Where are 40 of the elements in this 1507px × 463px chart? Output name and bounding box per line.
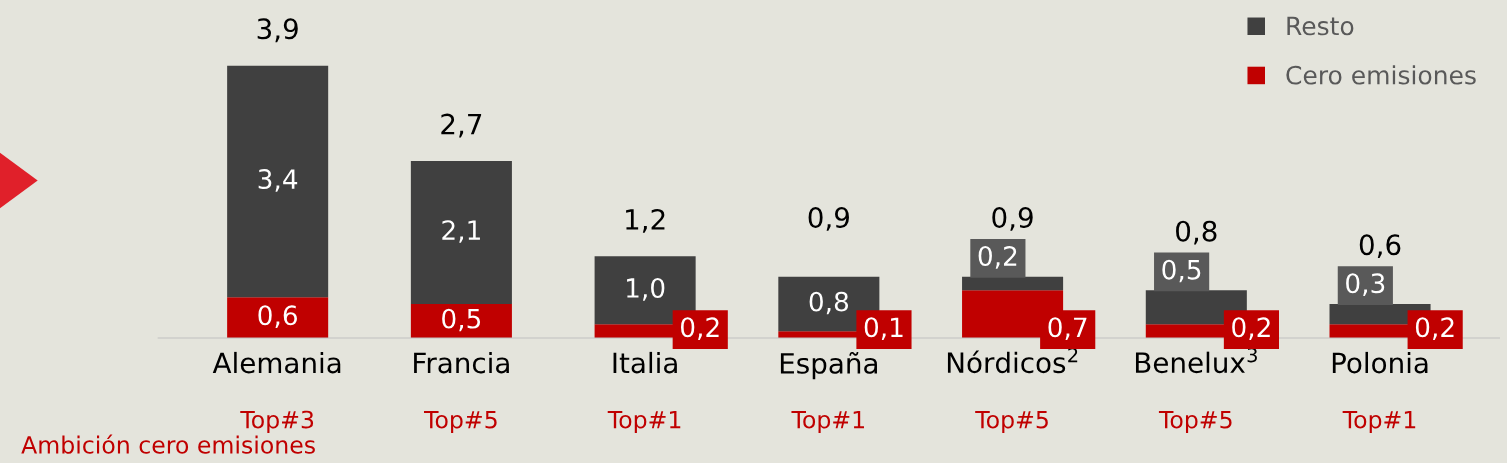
text: Top#5 [423,410,497,434]
data-label: 0,8 [809,291,849,315]
bar [227,65,329,298]
data-label: 0,2 [681,317,719,340]
total-label: 2,7 [441,113,482,138]
x-tick-label: Alemania [212,351,341,374]
data-label: 0,2 [1415,317,1454,340]
data-label: 1,0 [627,278,665,301]
text: Top#5 [975,410,1048,434]
total-label: 3,9 [257,18,298,43]
data-label: 0,5 [442,308,481,332]
total-label: 0,9 [808,207,849,231]
text: Top#1 [607,410,681,434]
text: Top#1 [1342,410,1416,434]
data-label: 0,1 [864,317,903,340]
legend-label: Cero emisiones [1286,65,1476,85]
x-tick-label: Polonia [1332,351,1428,374]
bar [410,303,512,338]
bar [410,160,512,304]
x-tick-label: Francia [414,351,509,374]
total-label: 0,8 [1176,220,1217,245]
legend-label: Resto [1287,16,1354,36]
x-tick-label: Italia [613,351,677,374]
data-label: 0,6 [258,305,297,328]
data-label: 0,2 [978,246,1017,269]
total-label: 0,9 [992,207,1033,231]
data-label: 2,1 [442,220,480,243]
text: Top#3 [240,410,314,434]
text: Ambición cero emisiones [21,434,315,454]
data-label: 3,4 [258,169,298,192]
bar [227,297,329,338]
data-label: 0,7 [1048,317,1087,340]
data-label: 0,5 [1162,259,1201,283]
text: Top#5 [1158,410,1232,434]
total-label: 1,2 [626,208,665,233]
text: Top#1 [791,410,864,434]
data-label: 0,3 [1346,273,1385,296]
data-label: 0,2 [1232,317,1270,340]
total-label: 0,6 [1359,234,1401,259]
x-tick-label: España [780,351,877,380]
